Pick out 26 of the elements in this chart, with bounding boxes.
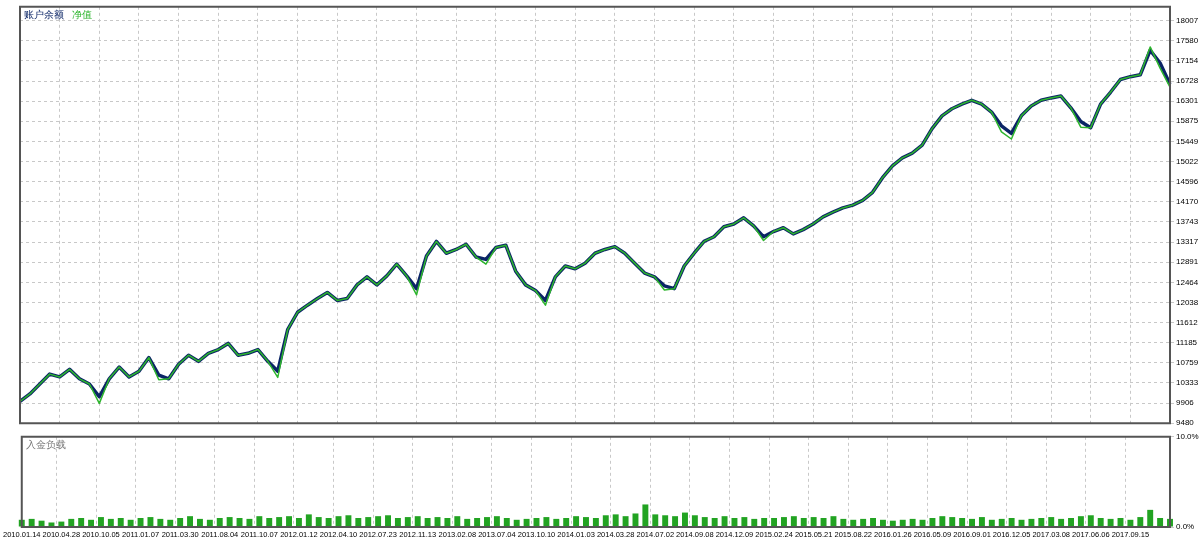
y-tick-label: 0.0%: [1176, 522, 1195, 532]
y-tick-label: 12038: [1176, 297, 1199, 307]
text: 账户余额: [24, 9, 64, 21]
y-tick-label: 10333: [1176, 378, 1199, 388]
y-tick-label: 10.0%: [1176, 432, 1199, 441]
text: 净值: [72, 9, 92, 21]
y-tick-label: 11185: [1176, 337, 1198, 347]
y-tick-label: 16301: [1176, 96, 1199, 106]
y-tick-label: 15449: [1176, 136, 1199, 146]
y-tick-label: 13743: [1176, 217, 1199, 227]
y-tick-label: 15022: [1176, 156, 1199, 166]
y-tick-label: 13317: [1176, 237, 1199, 247]
y-tick-label: 9906: [1176, 398, 1195, 408]
y-tick-label: 15875: [1176, 116, 1199, 126]
chart-title: 入金负载: [25, 439, 66, 451]
y-tick-label: 17580: [1176, 35, 1199, 45]
y-tick-label: 9480: [1176, 418, 1195, 428]
y-tick-label: 14596: [1176, 176, 1199, 186]
y-tick-label: 18007: [1176, 15, 1199, 25]
y-tick-label: 17154: [1176, 56, 1199, 66]
y-tick-label: 12891: [1176, 257, 1199, 267]
y-tick-label: 10759: [1176, 358, 1199, 368]
y-tick-label: 16728: [1176, 76, 1199, 86]
y-tick-label: 12464: [1176, 277, 1199, 287]
y-tick-label: 11612: [1176, 317, 1199, 327]
y-tick-label: 14170: [1176, 196, 1199, 206]
